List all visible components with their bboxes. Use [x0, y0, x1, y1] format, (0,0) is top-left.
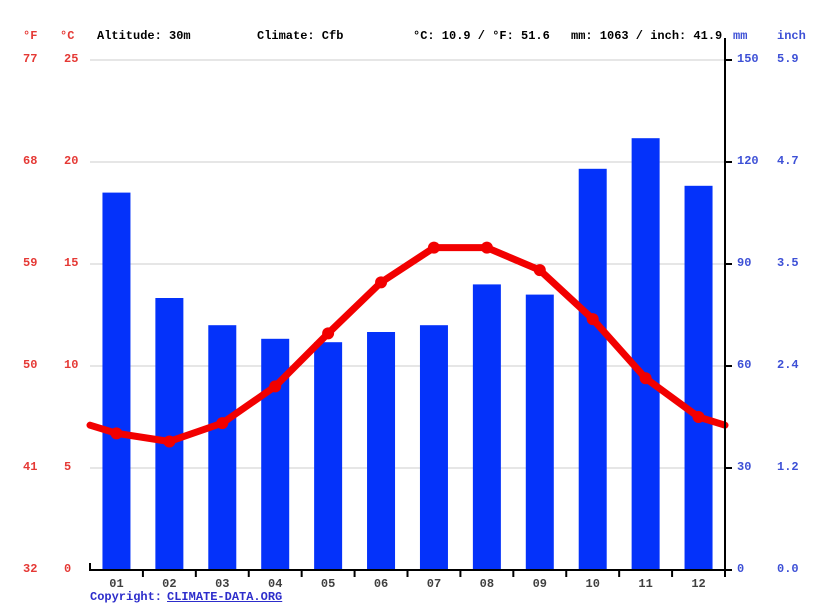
precip-bar — [314, 342, 343, 570]
annual-precipitation-label: mm: 1063 / inch: 41.9 — [571, 29, 723, 43]
precip-bar — [684, 185, 713, 571]
precip-bar — [208, 325, 237, 570]
y-axis-label-fahrenheit: 41 — [23, 460, 38, 474]
y-axis-label-celsius: 15 — [64, 256, 79, 270]
copyright-text: Copyright: — [90, 590, 163, 604]
inch-unit-header: inch — [777, 29, 806, 43]
x-axis-month-label: 06 — [373, 577, 389, 591]
temperature-line — [86, 244, 729, 445]
x-axis-month-label: 11 — [638, 577, 653, 591]
precip-bar — [472, 284, 501, 570]
temperature-point — [216, 417, 229, 430]
x-axis-month-label: 04 — [268, 577, 283, 591]
x-axis-month-label: 09 — [532, 577, 547, 591]
y-axis-label-celsius: 5 — [64, 460, 72, 474]
y-axis-label-mm: 0 — [737, 562, 745, 576]
x-axis-month-label: 08 — [479, 577, 495, 591]
x-axis-month-label: 03 — [215, 577, 230, 591]
y-axis-label-celsius: 25 — [64, 52, 79, 66]
climate-data-link[interactable]: CLIMATE-DATA.ORG — [167, 590, 283, 604]
precip-bar — [419, 325, 448, 570]
temperature-point — [639, 372, 652, 385]
x-axis-month-label: 05 — [320, 577, 336, 591]
x-axis-month-label: 07 — [426, 577, 442, 591]
precip-bar — [367, 332, 396, 570]
y-axis-label-mm: 60 — [737, 358, 752, 372]
fahrenheit-unit-header: °F — [23, 29, 38, 43]
precip-bar — [578, 168, 607, 571]
temperature-point — [269, 380, 282, 393]
temperature-point — [110, 427, 123, 440]
precip-bar — [525, 294, 554, 570]
temperature-point — [375, 276, 388, 289]
x-axis-month-label: 10 — [585, 577, 600, 591]
mm-unit-header: mm — [733, 29, 748, 43]
y-axis-label-fahrenheit: 50 — [23, 358, 38, 372]
temperature-point — [163, 435, 176, 448]
y-axis-label-fahrenheit: 68 — [23, 154, 38, 168]
altitude-label: Altitude: 30m — [97, 29, 191, 43]
temperature-point — [480, 241, 493, 254]
y-axis-label-mm: 90 — [737, 256, 752, 270]
y-axis-label-inch: 1.2 — [777, 460, 799, 474]
temperature-point — [692, 411, 705, 423]
precip-bar — [155, 298, 184, 570]
y-axis-label-celsius: 0 — [64, 562, 72, 576]
temperature-point — [586, 313, 599, 326]
temperature-point — [427, 241, 440, 254]
y-axis-label-celsius: 10 — [64, 358, 79, 372]
y-axis-label-mm: 150 — [737, 52, 759, 66]
temperature-point — [322, 327, 335, 340]
y-axis-label-mm: 30 — [737, 460, 752, 474]
y-axis-label-inch: 0.0 — [777, 562, 799, 576]
y-axis-label-inch: 3.5 — [777, 256, 799, 270]
y-axis-label-fahrenheit: 59 — [23, 256, 38, 270]
precip-bar — [631, 138, 660, 570]
x-axis-month-label: 02 — [162, 577, 177, 591]
y-axis-label-celsius: 20 — [64, 154, 79, 168]
y-axis-label-fahrenheit: 32 — [23, 562, 38, 576]
y-axis-label-inch: 5.9 — [777, 52, 799, 66]
climate-class-label: Climate: Cfb — [257, 29, 344, 43]
annual-temperature-label: °C: 10.9 / °F: 51.6 — [413, 29, 550, 43]
y-axis-label-mm: 120 — [737, 154, 759, 168]
y-axis-label-inch: 2.4 — [777, 358, 799, 372]
x-axis-month-label: 12 — [691, 577, 706, 591]
y-axis-label-inch: 4.7 — [777, 154, 799, 168]
precip-bar — [102, 192, 131, 570]
y-axis-label-fahrenheit: 77 — [23, 52, 38, 66]
temperature-point — [533, 264, 546, 277]
copyright: Copyright: CLIMATE-DATA.ORG — [90, 590, 282, 604]
celsius-unit-header: °C — [60, 29, 75, 43]
x-axis-month-label: 01 — [109, 577, 124, 591]
